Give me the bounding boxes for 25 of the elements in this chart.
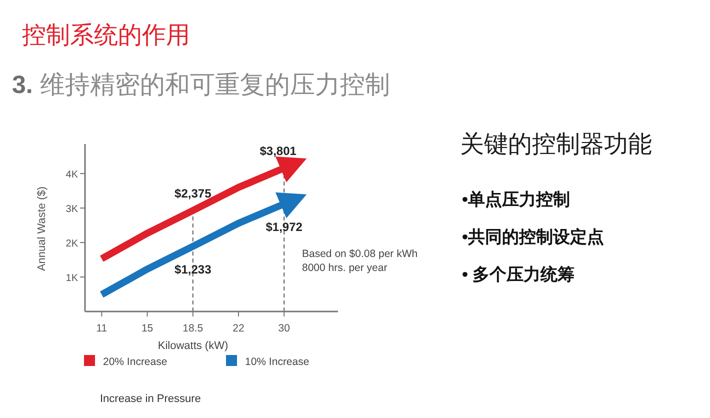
x-tick-label: 15 [141, 322, 154, 334]
y-tick-label: 1K [66, 273, 78, 284]
x-tick-label: 18.5 [182, 322, 204, 334]
text: •共同的控制设定点 [462, 228, 604, 246]
y-axis-title: Annual Waste ($) [36, 186, 48, 272]
legend-label: 20% Increase [103, 356, 168, 368]
annotation: $3,801 [260, 144, 297, 158]
annotation: $2,375 [174, 186, 212, 200]
y-tick-label: 2K [66, 238, 78, 250]
text: •单点压力控制 [462, 190, 570, 209]
x-tick-label: 30 [278, 322, 290, 334]
legend-title: Increase in Pressure [100, 393, 201, 405]
x-tick-label: 22 [232, 322, 244, 334]
text: • 多个压力统筹 [462, 265, 575, 284]
y-tick-label: 4K [66, 170, 78, 181]
legend-label: 10% Increase [245, 356, 310, 368]
annotation: $1,233 [174, 262, 212, 276]
x-tick-label: 11 [96, 322, 108, 334]
annotation: Based on $0.08 per kWh 8000 hrs. per year [302, 248, 418, 274]
text: 关键的控制器功能 [460, 131, 652, 158]
annotation: $1,972 [266, 220, 303, 234]
chart-title: 控制系统的作用 [22, 22, 190, 49]
x-axis-title: Kilowatts (kW) [158, 340, 228, 352]
chart-subtitle: 3. 维持精密的和可重复的压力控制 [12, 71, 390, 99]
y-tick-label: 3K [66, 204, 78, 216]
